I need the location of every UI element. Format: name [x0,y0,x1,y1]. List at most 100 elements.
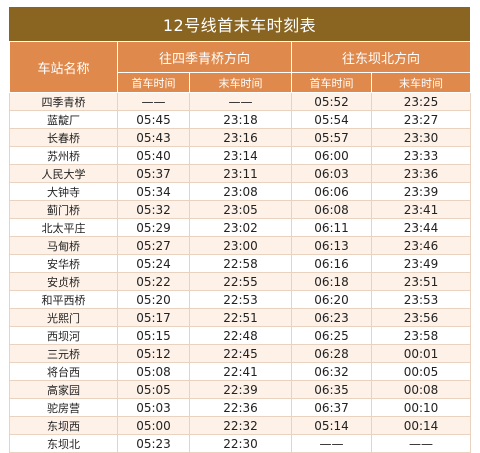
last-train-time-cell: 23:11 [188,164,293,183]
table-row: 东坝北 05:23 22:30 —— —— [9,434,472,453]
first-train-time-cell: 06:13 [291,236,373,255]
last-train-time-cell: 00:05 [371,362,472,381]
last-train-time-cell: 22:30 [188,434,293,453]
last-train-time-cell: 00:14 [371,416,472,435]
timetable: 车站名称 往四季青桥方向 往东坝北方向 首车时间 末车时间 首车时间 末车时间 … [9,41,472,453]
last-train-time-cell: 23:14 [188,146,293,165]
first-train-time-cell: —— [117,92,190,111]
last-train-time-cell: 22:36 [188,398,293,417]
station-name-cell: 马甸桥 [9,236,118,255]
first-train-time-cell: 06:28 [291,344,373,363]
station-name-cell: 东坝西 [9,416,118,435]
last-train-time-cell: 23:25 [371,92,472,111]
first-train-time-cell: 06:37 [291,398,373,417]
first-train-time-cell: 05:00 [117,416,190,435]
first-train-time-cell: —— [291,434,373,453]
first-train-time-cell: 05:54 [291,110,373,129]
first-train-time-cell: 05:17 [117,308,190,327]
last-train-time-cell: 23:08 [188,182,293,201]
first-train-time-cell: 05:57 [291,128,373,147]
table-row: 驼房营 05:03 22:36 06:37 00:10 [9,398,472,417]
first-train-time-cell: 06:23 [291,308,373,327]
first-train-time-cell: 05:34 [117,182,190,201]
station-name-cell: 蓝靛厂 [9,110,118,129]
first-train-header: 首车时间 [117,72,190,93]
first-train-time-cell: 05:14 [291,416,373,435]
last-train-time-cell: 23:56 [371,308,472,327]
first-train-header: 首车时间 [291,72,373,93]
station-name-cell: 四季青桥 [9,92,118,111]
last-train-time-cell: 22:41 [188,362,293,381]
first-train-time-cell: 05:08 [117,362,190,381]
table-row: 北太平庄 05:29 23:02 06:11 23:44 [9,218,472,237]
station-name-cell: 光熙门 [9,308,118,327]
last-train-time-cell: 23:16 [188,128,293,147]
table-row: 蓟门桥 05:32 23:05 06:08 23:41 [9,200,472,219]
table-row: 西坝河 05:15 22:48 06:25 23:58 [9,326,472,345]
header-row-times: 首车时间 末车时间 首车时间 末车时间 [10,72,472,93]
first-train-time-cell: 05:29 [117,218,190,237]
first-train-time-cell: 05:40 [117,146,190,165]
first-train-time-cell: 06:11 [291,218,373,237]
last-train-time-cell: 23:46 [371,236,472,255]
last-train-time-cell: 23:33 [371,146,472,165]
last-train-time-cell: 22:48 [188,326,293,345]
station-name-cell: 安华桥 [9,254,118,273]
direction-header-sijiqingqiao: 往四季青桥方向 [116,41,293,73]
last-train-time-cell: 00:08 [371,380,472,399]
last-train-time-cell: 00:01 [371,344,472,363]
last-train-time-cell: 23:00 [188,236,293,255]
last-train-header: 末车时间 [188,72,293,93]
last-train-time-cell: —— [371,434,472,453]
station-name-cell: 北太平庄 [9,218,118,237]
last-train-time-cell: 22:32 [188,416,293,435]
first-train-time-cell: 05:23 [117,434,190,453]
last-train-time-cell: 23:58 [371,326,472,345]
station-name-cell: 将台西 [9,362,118,381]
table-row: 安贞桥 05:22 22:55 06:18 23:51 [9,272,472,291]
last-train-time-cell: 23:05 [188,200,293,219]
first-train-time-cell: 05:27 [117,236,190,255]
table-row: 人民大学 05:37 23:11 06:03 23:36 [9,164,472,183]
last-train-time-cell: 23:39 [371,182,472,201]
table-row: 和平西桥 05:20 22:53 06:20 23:53 [9,290,472,309]
station-name-cell: 驼房营 [9,398,118,417]
first-train-time-cell: 05:15 [117,326,190,345]
last-train-time-cell: 22:51 [188,308,293,327]
first-train-time-cell: 05:45 [117,110,190,129]
first-train-time-cell: 06:06 [291,182,373,201]
table-row: 将台西 05:08 22:41 06:32 00:05 [9,362,472,381]
first-train-time-cell: 05:43 [117,128,190,147]
first-train-time-cell: 06:20 [291,290,373,309]
last-train-time-cell: 23:36 [371,164,472,183]
last-train-time-cell: —— [188,92,293,111]
station-name-cell: 西坝河 [9,326,118,345]
station-name-cell: 长春桥 [9,128,118,147]
last-train-time-cell: 00:10 [371,398,472,417]
table-row: 三元桥 05:12 22:45 06:28 00:01 [9,344,472,363]
station-name-cell: 人民大学 [9,164,118,183]
station-name-cell: 苏州桥 [9,146,118,165]
last-train-time-cell: 22:55 [188,272,293,291]
table-row: 蓝靛厂 05:45 23:18 05:54 23:27 [9,110,472,129]
station-name-cell: 大钟寺 [9,182,118,201]
table-row: 高家园 05:05 22:39 06:35 00:08 [9,380,472,399]
timetable-card: 12号线首末车时刻表 车站名称 往四季青桥方向 往东坝北方向 首车时间 末车时间… [9,7,472,453]
last-train-time-cell: 23:18 [188,110,293,129]
first-train-time-cell: 06:18 [291,272,373,291]
first-train-time-cell: 05:24 [117,254,190,273]
last-train-time-cell: 23:27 [371,110,472,129]
last-train-time-cell: 23:41 [371,200,472,219]
last-train-time-cell: 23:51 [371,272,472,291]
first-train-time-cell: 06:16 [291,254,373,273]
table-row: 东坝西 05:00 22:32 05:14 00:14 [9,416,472,435]
first-train-time-cell: 05:05 [117,380,190,399]
station-column-header: 车站名称 [9,41,118,93]
first-train-time-cell: 05:52 [291,92,373,111]
first-train-time-cell: 06:25 [291,326,373,345]
last-train-time-cell: 23:44 [371,218,472,237]
header-row-directions: 车站名称 往四季青桥方向 往东坝北方向 [9,41,472,93]
first-train-time-cell: 06:32 [291,362,373,381]
direction-header-dongbabei: 往东坝北方向 [291,41,472,73]
first-train-time-cell: 05:03 [117,398,190,417]
